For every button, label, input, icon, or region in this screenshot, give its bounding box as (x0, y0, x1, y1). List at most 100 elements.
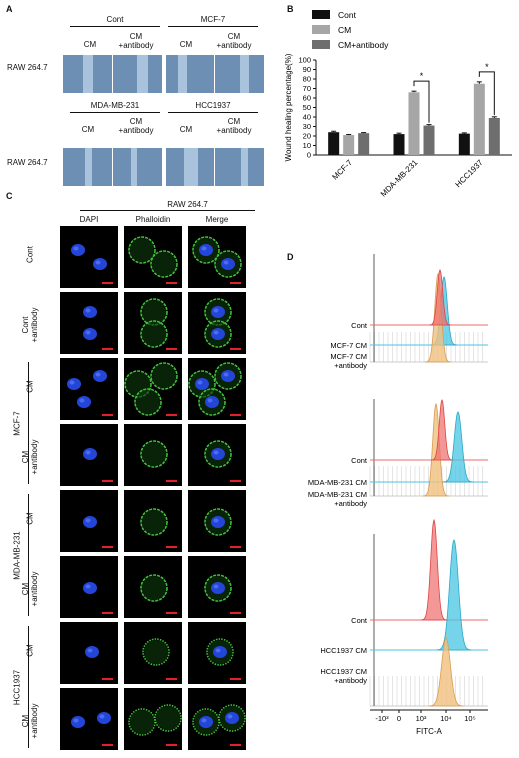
cytoplasm (142, 576, 166, 600)
row-label: Cont +antibody (21, 307, 39, 343)
header-underline (80, 210, 255, 211)
cytoplasm (142, 510, 166, 534)
group-underline (168, 26, 258, 27)
nucleolus (99, 714, 105, 719)
x-tick-label: 10⁴ (440, 714, 452, 723)
microscopy-image (60, 292, 118, 354)
phalloidin-outline (154, 704, 182, 732)
nucleolus (201, 718, 207, 723)
group-bracket (28, 362, 29, 484)
nucleolus (223, 372, 229, 377)
nucleolus (73, 718, 79, 723)
microscopy-image (60, 424, 118, 486)
phalloidin-outline (204, 574, 232, 602)
scale-bar (166, 414, 177, 416)
phalloidin-outline (134, 388, 162, 416)
nucleolus (223, 260, 229, 265)
phalloidin-outline (214, 362, 242, 390)
nucleus (221, 370, 235, 382)
histogram-label: +antibody (334, 499, 367, 508)
scale-bar (166, 612, 177, 614)
significance-star: * (485, 62, 489, 72)
wound-image (166, 55, 214, 93)
phalloidin-outline (150, 362, 178, 390)
bar (423, 125, 435, 155)
phalloidin-outline (204, 440, 232, 468)
scale-bar (166, 282, 177, 284)
dapi-stain (85, 646, 99, 658)
scale-bar (166, 678, 177, 680)
legend-label: CM (338, 25, 351, 35)
microscopy-image (188, 358, 246, 420)
group-underline (70, 26, 160, 27)
column-label-phalloidin: Phalloidin (135, 215, 171, 224)
bar (473, 83, 485, 155)
nucleolus (79, 398, 85, 403)
nucleus (225, 712, 239, 724)
group-underline (70, 112, 160, 113)
cytoplasm (142, 442, 166, 466)
y-tick-label: 30 (303, 122, 311, 131)
bar (358, 133, 370, 155)
nucleus (211, 306, 225, 318)
microscopy-image (124, 292, 182, 354)
nucleolus (85, 330, 91, 335)
merge-stain (206, 638, 234, 666)
row-label: Cont (25, 246, 35, 263)
y-axis-label: Wound healing percentage(%) (284, 53, 293, 161)
nucleus (67, 378, 81, 390)
microscopy-image (188, 424, 246, 486)
y-tick-label: 20 (303, 132, 311, 141)
microscopy-image (124, 226, 182, 288)
y-tick-label: 100 (298, 56, 311, 65)
histogram-label: Cont (351, 616, 368, 625)
row-label: RAW 264.7 (7, 158, 48, 167)
cytoplasm (136, 390, 160, 414)
cm-label: CM (81, 125, 95, 134)
cm-label: CM (179, 40, 193, 49)
phalloidin-stain (128, 704, 182, 736)
merge-stain (188, 362, 242, 416)
row-label: RAW 264.7 (7, 63, 48, 72)
nucleolus (213, 584, 219, 589)
merge-stain (204, 298, 232, 348)
row-label: CM (25, 380, 35, 393)
histogram-label: MCF-7 CM (330, 352, 367, 361)
microscopy-image (60, 490, 118, 552)
panel-c-label: C (6, 191, 13, 201)
cont-histogram (420, 518, 448, 621)
nucleolus (213, 518, 219, 523)
nucleus (199, 716, 213, 728)
nucleus (71, 716, 85, 728)
scale-bar (230, 282, 241, 284)
histogram-label: +antibody (334, 676, 367, 685)
nucleus (71, 244, 85, 256)
phalloidin-outline (192, 236, 220, 264)
wound-healing-chart: Cont CM CM+antibody 0102030405060708090100… (284, 10, 512, 199)
histogram-label: MDA-MB-231 CM (308, 490, 367, 499)
cm-histogram (442, 411, 474, 483)
nucleus (205, 396, 219, 408)
legend-swatch (312, 40, 330, 49)
nucleus (93, 370, 107, 382)
microscopy-image (188, 226, 246, 288)
scale-bar (230, 678, 241, 680)
antibody-label: CM +antibody (118, 117, 154, 135)
nucleus (199, 244, 213, 256)
significance-star: * (420, 71, 424, 81)
dapi-stain (83, 582, 97, 594)
nucleus (85, 646, 99, 658)
nucleolus (215, 648, 221, 653)
phalloidin-outline (218, 704, 246, 732)
bar (408, 92, 420, 155)
merge-stain (192, 704, 246, 736)
phalloidin-stain (140, 508, 168, 536)
scale-bar (102, 546, 113, 548)
phalloidin-outline (192, 708, 220, 736)
histogram-label: Cont (351, 456, 368, 465)
phalloidin-outline (128, 708, 156, 736)
legend-label: CM+antibody (338, 40, 389, 50)
scale-bar (230, 480, 241, 482)
wound-group-title: MCF-7 (200, 15, 226, 24)
